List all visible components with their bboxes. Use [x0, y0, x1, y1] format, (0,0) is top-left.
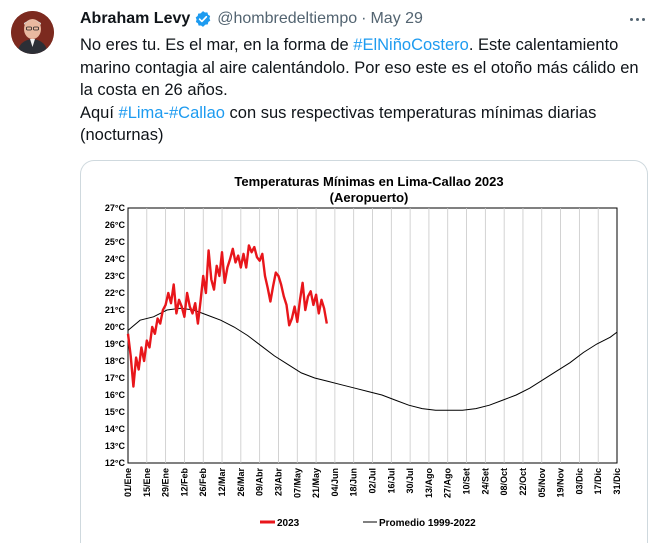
x-tick-label: 30/Jul [405, 468, 415, 494]
x-axis-ticks: 01/Ene 15/Ene 29/Ene 12/Feb 26/Feb 12/Mar 26/M… [123, 468, 622, 499]
legend: 2023 Promedio 1999-2022 [260, 518, 476, 529]
x-tick-label: 03/Dic [574, 468, 584, 495]
x-tick-label: 02/Jul [368, 468, 378, 494]
text-segment: Aquí [80, 103, 119, 122]
tweet-text: No eres tu. Es el mar, en la forma de #E… [80, 34, 650, 147]
x-tick-label: 19/Nov [556, 468, 566, 498]
series-line-2023 [126, 244, 328, 388]
y-tick-label: 16°C [105, 390, 126, 400]
y-tick-label: 15°C [105, 407, 126, 417]
hashtag-lima[interactable]: #Lima [118, 103, 164, 122]
x-tick-label: 01/Ene [123, 468, 133, 497]
x-tick-label: 12/Mar [217, 468, 227, 497]
y-axis-ticks: 27°C 26°C 25°C 24°C 23°C 22°C 21°C 20°C 19°C 18°C… [105, 203, 126, 468]
y-tick-label: 13°C [105, 441, 126, 451]
temperature-chart: Temperaturas Mínimas en Lima-Callao 2023… [105, 174, 622, 529]
y-tick-label: 14°C [105, 424, 126, 434]
legend-label-2023: 2023 [277, 518, 300, 529]
x-tick-label: 17/Dic [593, 468, 603, 495]
x-tick-label: 04/Jun [330, 468, 340, 497]
legend-label-promedio: Promedio 1999-2022 [379, 518, 476, 529]
text-segment: con sus respectivas temperaturas mínimas… [80, 103, 597, 145]
tweet-paragraph-2: Aquí #Lima-#Callao con sus respectivas t… [80, 102, 650, 147]
more-options-icon[interactable] [622, 8, 652, 30]
y-tick-label: 25°C [105, 237, 126, 247]
text-segment: No eres tu. Es el mar, en la forma de [80, 36, 354, 54]
x-tick-label: 24/Set [480, 468, 490, 495]
y-tick-label: 19°C [105, 339, 126, 349]
gridlines [146, 208, 599, 463]
x-tick-label: 21/May [311, 468, 321, 498]
x-tick-label: 05/Nov [537, 468, 547, 498]
x-tick-label: 29/Ene [161, 468, 171, 497]
text-segment: . Este calentamiento marino contagia al … [80, 36, 639, 99]
x-tick-label: 26/Feb [198, 468, 208, 497]
y-tick-label: 18°C [105, 356, 126, 366]
y-tick-label: 17°C [105, 373, 126, 383]
x-tick-label: 07/May [292, 468, 302, 498]
x-tick-label: 08/Oct [499, 468, 509, 496]
tweet-header: Abraham Levy @hombredeltiempo · May 29 [80, 8, 423, 30]
x-tick-label: 09/Abr [255, 468, 265, 497]
y-tick-label: 20°C [105, 322, 126, 332]
tweet-paragraph-1: No eres tu. Es el mar, en la forma de #E… [80, 34, 650, 102]
x-tick-label: 23/Abr [273, 468, 283, 497]
avatar[interactable] [11, 11, 54, 54]
y-tick-label: 12°C [105, 458, 126, 468]
x-tick-label: 13/Ago [424, 468, 434, 499]
chart-image[interactable]: Temperaturas Mínimas en Lima-Callao 2023… [80, 160, 648, 543]
x-tick-label: 18/Jun [349, 468, 359, 497]
y-tick-label: 27°C [105, 203, 126, 213]
x-tick-label: 12/Feb [179, 468, 189, 497]
chart-subtitle: (Aeropuerto) [330, 190, 409, 205]
hashtag-elninocostero[interactable]: #ElNiñoCostero [353, 36, 469, 54]
hashtag-dash: - [163, 103, 169, 122]
hashtag-callao[interactable]: #Callao [168, 103, 225, 122]
x-tick-label: 10/Set [462, 468, 472, 495]
y-tick-label: 22°C [105, 288, 126, 298]
x-tick-label: 22/Oct [518, 468, 528, 496]
x-tick-label: 15/Ene [142, 468, 152, 497]
x-tick-label: 16/Jul [386, 468, 396, 494]
author-handle[interactable]: @hombredeltiempo [217, 10, 358, 27]
verified-badge-icon [194, 10, 212, 28]
chart-title: Temperaturas Mínimas en Lima-Callao 2023 [234, 174, 503, 189]
y-tick-label: 21°C [105, 305, 126, 315]
x-tick-label: 26/Mar [236, 468, 246, 497]
tweet-date[interactable]: May 29 [370, 10, 423, 27]
series-line-promedio [127, 307, 618, 411]
y-tick-label: 24°C [105, 254, 126, 264]
x-tick-label: 31/Dic [612, 468, 622, 495]
y-tick-label: 26°C [105, 220, 126, 230]
author-name[interactable]: Abraham Levy [80, 10, 191, 27]
x-tick-label: 27/Ago [443, 468, 453, 499]
separator: · [361, 10, 367, 27]
y-tick-label: 23°C [105, 271, 126, 281]
